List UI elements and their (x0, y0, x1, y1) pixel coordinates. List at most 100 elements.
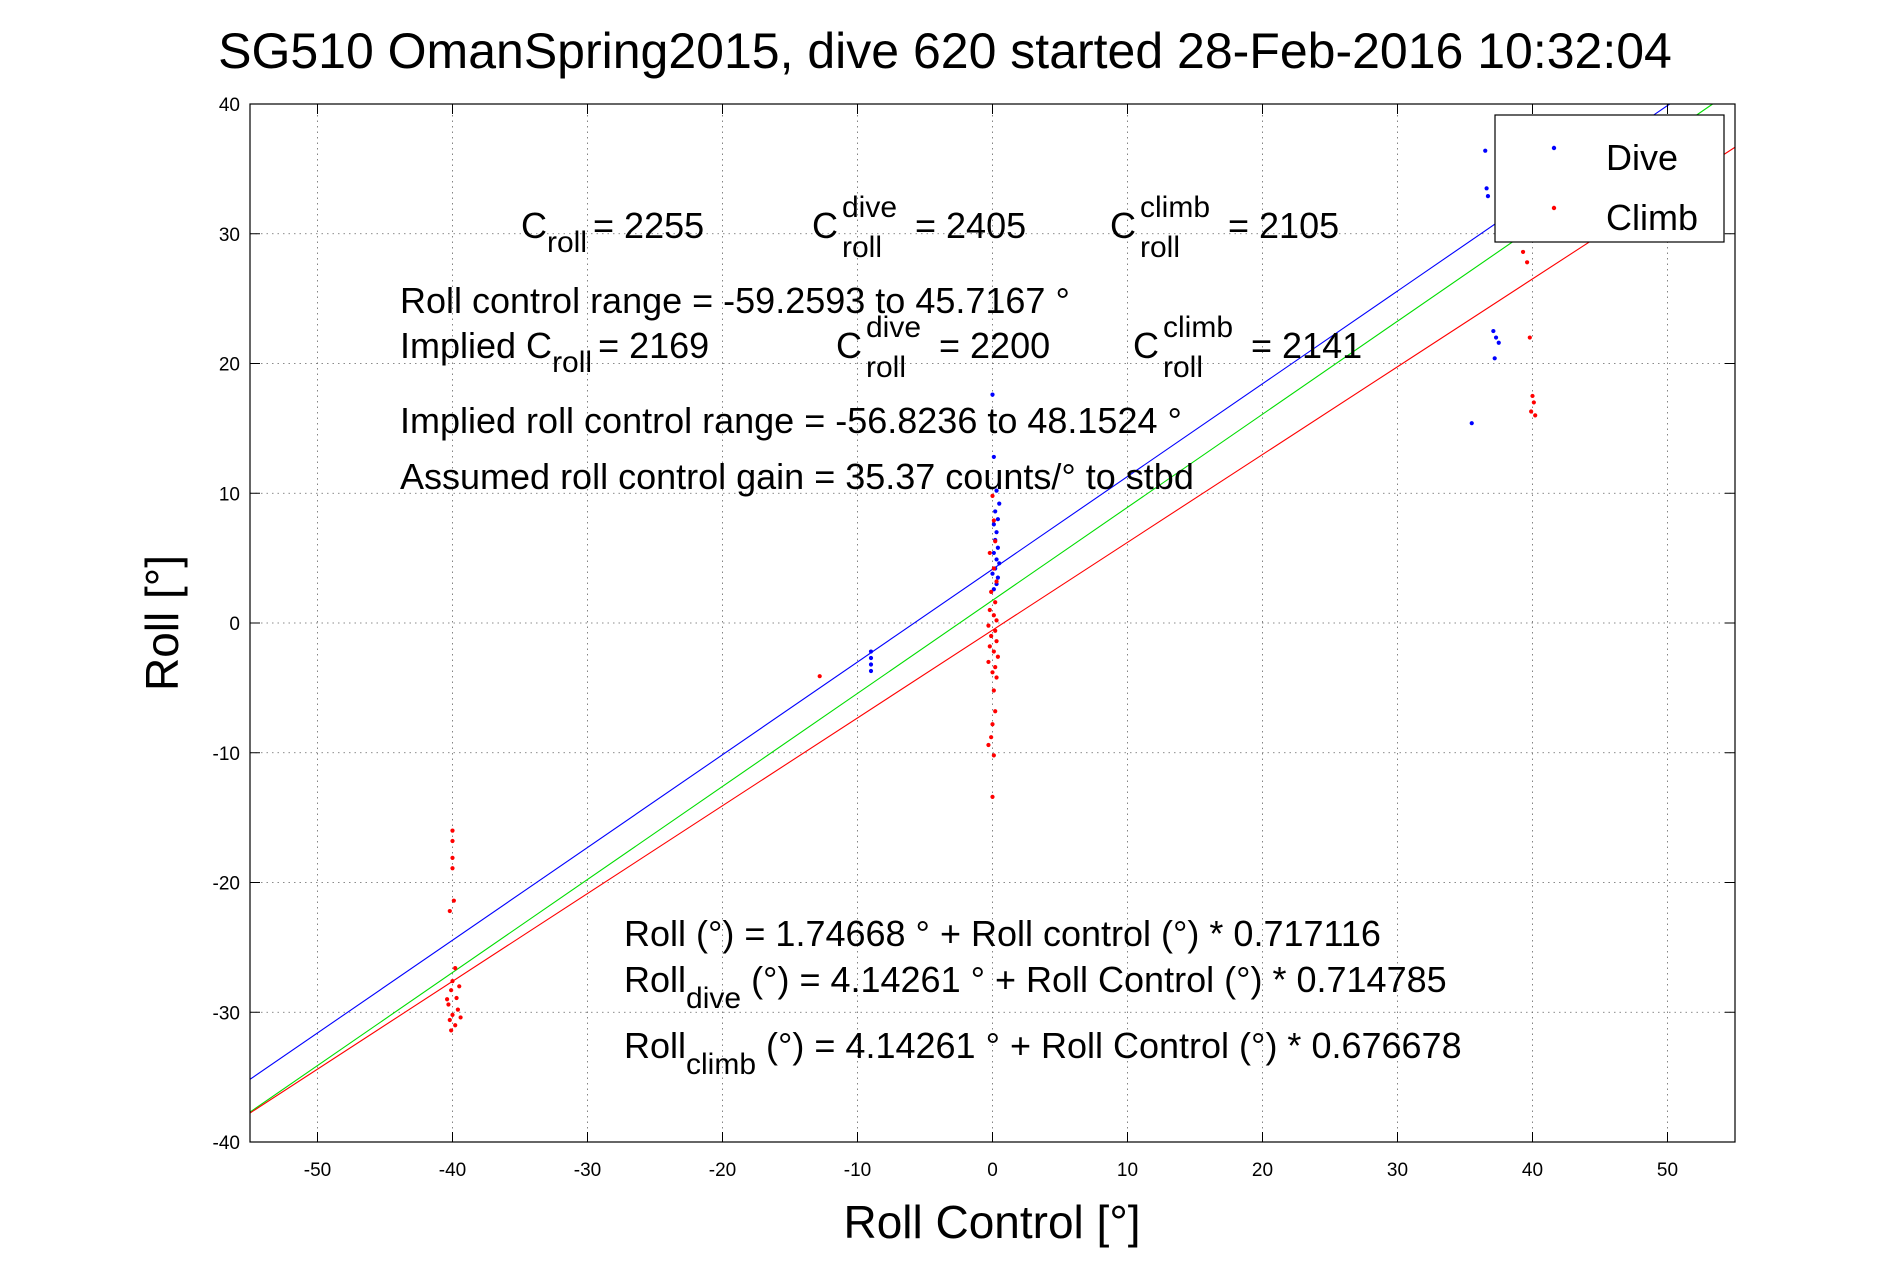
implied-c-roll-climb-sub: roll (1163, 351, 1203, 384)
dive-point (997, 561, 1002, 566)
climb-point (987, 644, 992, 649)
x-tick-label: 40 (1522, 1160, 1543, 1181)
climb-point (451, 898, 456, 903)
dive-point (993, 509, 998, 514)
climb-point (993, 709, 998, 714)
climb-point (990, 794, 995, 799)
dive-point (1493, 335, 1499, 340)
fit-equation-climb: Rollclimb (°) = 4.14261 ° + Roll Control… (624, 1025, 1462, 1081)
x-axis-label: Roll Control [°] (843, 1196, 1140, 1248)
dive-fit-line (249, 103, 1671, 1080)
climb-fit-line (249, 146, 1736, 1114)
climb-point (1531, 400, 1536, 405)
implied-c-roll-climb-value: = 2141 (1251, 325, 1362, 366)
climb-point (994, 579, 999, 584)
legend-dive-marker (1551, 145, 1557, 151)
legend: Dive Climb (1494, 114, 1725, 243)
dive-point (990, 571, 995, 576)
fit-equation-dive: Rolldive (°) = 4.14261 ° + Roll Control … (624, 959, 1447, 1015)
x-tick-label: -40 (439, 1160, 466, 1181)
climb-point (991, 688, 996, 693)
climb-point (457, 984, 462, 989)
climb-point (449, 1028, 454, 1033)
dive-point (990, 392, 995, 397)
climb-point (991, 518, 996, 523)
climb-point (990, 722, 995, 727)
climb-point (989, 633, 994, 639)
dive-point (994, 488, 999, 493)
climb-point (986, 623, 991, 628)
climb-point (1527, 335, 1532, 340)
c-roll-dive-annotation: C (812, 205, 838, 246)
implied-c-roll-climb: C (1133, 325, 1159, 366)
dive-point (1492, 356, 1497, 361)
climb-point (453, 966, 458, 971)
climb-point (447, 1017, 452, 1023)
y-tick-label: -10 (213, 744, 240, 765)
climb-point (453, 1023, 458, 1028)
roll-control-gain: Assumed roll control gain = 35.37 counts… (400, 456, 1194, 497)
climb-point (994, 618, 999, 623)
c-roll-dive-sub: roll (842, 231, 882, 264)
climb-point (994, 675, 999, 680)
dive-point (1484, 186, 1489, 191)
climb-point (991, 649, 996, 654)
climb-point (989, 589, 994, 594)
chart-title: SG510 OmanSpring2015, dive 620 started 2… (218, 23, 1672, 79)
y-tick-label: 20 (219, 355, 240, 376)
dive-point (997, 501, 1002, 506)
climb-point (450, 866, 455, 871)
y-tick-label: 40 (219, 95, 240, 116)
dive-point (991, 522, 996, 527)
climb-point (450, 979, 455, 984)
dive-point (868, 649, 874, 654)
climb-point (993, 665, 998, 670)
plot-area: -50 -40 -30 -20 -10 0 10 20 30 40 50 -40 -30 -20 -10 0 1… (213, 95, 1736, 1181)
dive-point (991, 587, 996, 592)
implied-c-roll-dive-sub: roll (866, 351, 906, 384)
climb-point (450, 838, 455, 844)
climb-point (450, 1012, 455, 1017)
climb-point (1533, 413, 1538, 418)
legend-box (1494, 114, 1725, 243)
grid (250, 103, 1735, 1143)
x-tick-label: -50 (304, 1160, 331, 1181)
climb-point (993, 539, 998, 544)
c-roll-climb-annotation: C (1110, 205, 1136, 246)
climb-point (986, 659, 991, 665)
climb-point (454, 995, 459, 1001)
y-tick-label: -40 (213, 1133, 240, 1154)
climb-point (995, 654, 1001, 659)
climb-point (991, 753, 996, 758)
dive-point (1485, 194, 1491, 199)
climb-point (987, 550, 992, 556)
legend-climb-marker (1551, 205, 1557, 211)
climb-point (989, 735, 994, 740)
climb-point (990, 670, 995, 675)
c-roll-annotation: Croll = 2255 (521, 205, 704, 259)
legend-climb-label: Climb (1606, 197, 1698, 238)
fit-lines (249, 103, 1736, 1114)
climb-point (445, 997, 450, 1002)
x-tick-label: 10 (1117, 1160, 1138, 1181)
x-tick-label: 50 (1657, 1160, 1678, 1181)
dive-point (991, 454, 996, 460)
climb-point (993, 628, 998, 633)
dive-point (868, 655, 874, 661)
climb-point (1530, 393, 1535, 399)
climb-point (458, 1015, 463, 1020)
climb-point (1520, 249, 1526, 255)
legend-dive-label: Dive (1606, 137, 1678, 178)
implied-c-roll-dive-value: = 2200 (939, 325, 1050, 366)
climb-point (817, 674, 822, 679)
dive-point (1469, 421, 1474, 426)
climb-point (455, 1007, 460, 1012)
x-tick-label: -30 (574, 1160, 601, 1181)
x-tick-label: 0 (987, 1160, 998, 1181)
dive-point (1483, 148, 1488, 153)
dive-point (995, 575, 1001, 580)
climb-point (447, 908, 452, 914)
y-tick-label: 30 (219, 225, 240, 246)
dive-point (1496, 340, 1501, 345)
